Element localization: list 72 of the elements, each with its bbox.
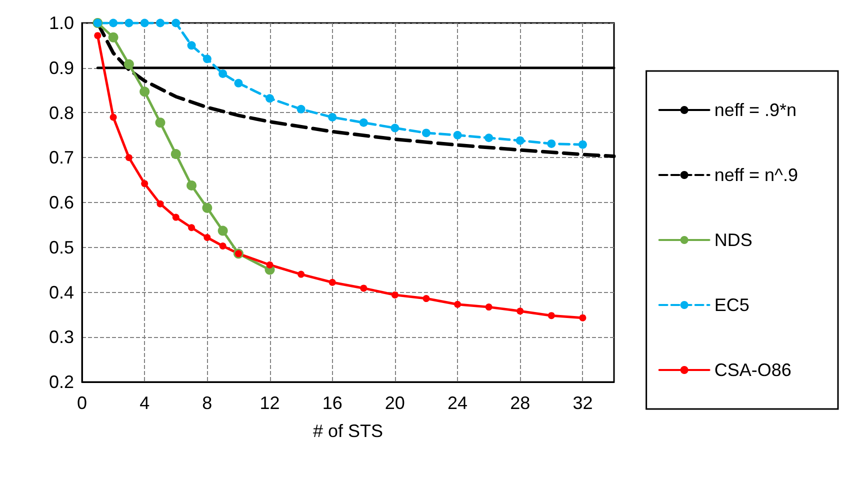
- point: [172, 214, 180, 221]
- point: [484, 134, 494, 142]
- point: [140, 18, 149, 28]
- point: [547, 139, 556, 148]
- point: [202, 202, 212, 213]
- point: [266, 261, 274, 268]
- point: [108, 32, 118, 42]
- point: [296, 104, 306, 114]
- point: [453, 130, 462, 140]
- x-tick-label: 4: [140, 393, 150, 413]
- point: [140, 86, 150, 97]
- point: [172, 18, 180, 28]
- point: [155, 118, 166, 128]
- point: [202, 54, 212, 64]
- x-tick-label: 28: [510, 393, 530, 413]
- point: [328, 278, 336, 286]
- point: [454, 300, 462, 308]
- point: [218, 69, 228, 78]
- point: [390, 124, 400, 132]
- x-tick-label: 24: [448, 393, 468, 413]
- point: [124, 59, 134, 70]
- point: [485, 304, 492, 311]
- point: [266, 94, 274, 103]
- point: [109, 18, 118, 28]
- x-tick-label: 0: [76, 393, 88, 413]
- legend-label: CSA-O86: [714, 360, 792, 380]
- point: [187, 41, 196, 50]
- x-tick-label: 16: [322, 393, 342, 413]
- point: [141, 180, 148, 188]
- point: [360, 284, 368, 292]
- point: [516, 136, 524, 145]
- y-tick-label: 1.0: [48, 13, 74, 33]
- y-tick-label: 0.8: [48, 102, 74, 123]
- point: [188, 224, 196, 232]
- y-tick-label: 0.4: [48, 282, 74, 302]
- point: [218, 226, 228, 236]
- point: [578, 140, 587, 149]
- y-tick-label: 0.2: [48, 372, 74, 392]
- point: [548, 312, 555, 320]
- x-axis-title: # of STS: [312, 421, 384, 441]
- x-tick-label: 8: [202, 393, 212, 413]
- y-tick-label: 0.6: [48, 192, 74, 212]
- legend-label: neff = .9*n: [714, 100, 797, 120]
- point: [516, 308, 524, 315]
- point: [170, 149, 181, 160]
- point: [391, 291, 398, 298]
- point: [124, 18, 134, 28]
- point: [156, 18, 164, 28]
- point: [298, 270, 305, 278]
- legend-label: NDS: [714, 230, 752, 250]
- point: [422, 128, 430, 138]
- point: [156, 200, 164, 208]
- x-tick-label: 32: [572, 393, 593, 413]
- point: [234, 78, 243, 88]
- y-tick-label: 0.7: [48, 148, 74, 168]
- point: [110, 114, 117, 121]
- point: [204, 234, 211, 241]
- legend-label: EC5: [714, 295, 750, 315]
- legend-label: neff = n^.9: [714, 165, 798, 185]
- point: [422, 295, 430, 302]
- point: [579, 314, 586, 322]
- point: [186, 180, 197, 190]
- x-tick-label: 12: [260, 393, 280, 413]
- y-tick-label: 0.9: [48, 58, 74, 78]
- point: [125, 154, 132, 162]
- y-tick-label: 0.3: [48, 327, 74, 348]
- x-tick-label: 20: [384, 393, 405, 413]
- y-tick-label: 0.5: [48, 237, 74, 258]
- point: [359, 118, 368, 127]
- point: [328, 112, 337, 122]
- point: [219, 242, 226, 250]
- point: [94, 32, 102, 40]
